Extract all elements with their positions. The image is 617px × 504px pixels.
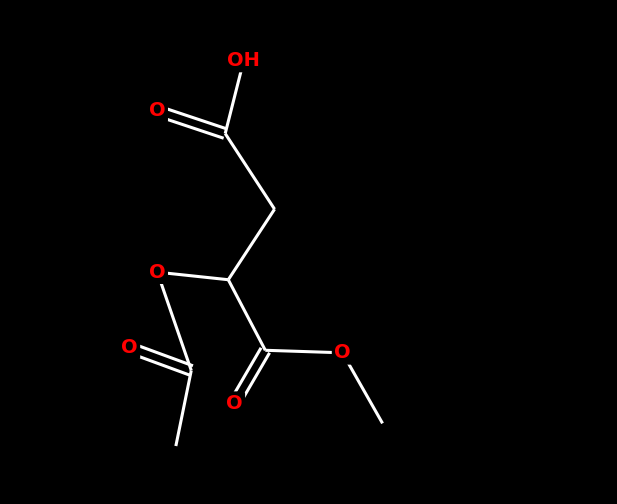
Text: OH: OH — [227, 51, 260, 70]
Text: O: O — [122, 338, 138, 357]
Text: O: O — [226, 394, 242, 413]
Text: O: O — [149, 263, 165, 282]
Text: O: O — [149, 101, 165, 120]
Text: O: O — [334, 343, 350, 362]
